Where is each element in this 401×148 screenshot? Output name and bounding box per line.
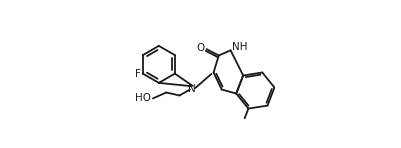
Text: F: F xyxy=(134,69,140,79)
Text: HO: HO xyxy=(134,93,150,103)
Text: N: N xyxy=(188,84,195,94)
Text: O: O xyxy=(196,43,204,53)
Text: NH: NH xyxy=(231,42,247,52)
